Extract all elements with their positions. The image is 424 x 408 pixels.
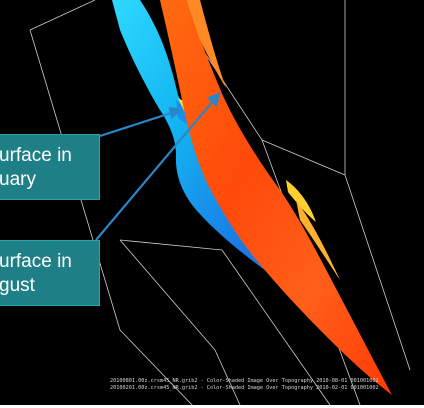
august-surface-label: urface in gust [0, 240, 100, 306]
january-label-line2: uary [0, 169, 36, 190]
caption-line-february: 20100201.00z.crsm45_NR.grib2 - Color-Sha… [110, 385, 379, 391]
august-label-line1: urface in [0, 251, 72, 272]
august-arrow-head [207, 92, 221, 108]
callout-arrows [95, 92, 221, 241]
january-arrow-head [168, 106, 183, 120]
august-arrow-line [95, 99, 215, 241]
august-label-line2: gust [0, 275, 35, 296]
bounding-box [29, 0, 411, 405]
january-arrow-line [99, 110, 175, 138]
january-surface-label: urface in uary [0, 134, 100, 200]
january-label-line1: urface in [0, 145, 72, 166]
render-caption: 20100801.00z.crsm45_NR.grib2 - Color-Sha… [110, 378, 424, 392]
caption-line-august: 20100801.00z.crsm45_NR.grib2 - Color-Sha… [110, 378, 379, 384]
